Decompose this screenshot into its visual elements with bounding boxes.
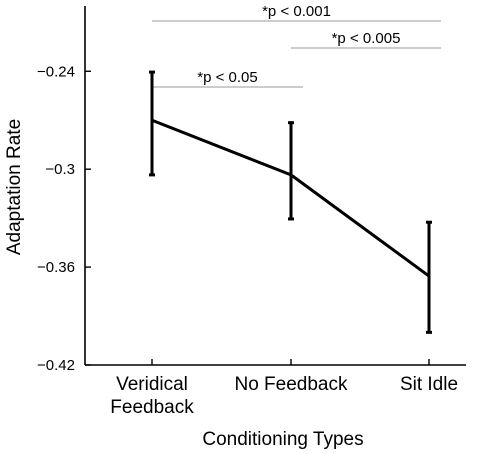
significance-label: *p < 0.05	[197, 69, 257, 86]
x-tick-label-line: Sit Idle	[400, 374, 458, 395]
series	[149, 70, 432, 334]
x-tick-label: Sit Idle	[400, 374, 458, 395]
x-tick-label: No Feedback	[234, 374, 348, 395]
axes	[84, 6, 466, 366]
x-tick-label-line: Feedback	[110, 397, 194, 418]
x-ticks: Veridical Feedback No Feedback Sit Idle	[110, 359, 458, 418]
y-ticks: −0.42 −0.36 −0.3 −0.24	[37, 63, 91, 374]
y-tick-label: −0.24	[37, 63, 75, 80]
significance-label: *p < 0.005	[332, 30, 401, 47]
x-tick-label-line: No Feedback	[234, 374, 348, 395]
y-tick-label: −0.42	[37, 357, 75, 374]
data-point	[150, 118, 154, 122]
significance-label: *p < 0.001	[262, 3, 331, 20]
x-axis-label: Conditioning Types	[202, 429, 363, 450]
y-axis-label: Adaptation Rate	[4, 119, 25, 255]
data-point	[289, 173, 293, 177]
significance-brackets: *p < 0.001*p < 0.005 *p < 0.05	[152, 3, 441, 88]
y-tick-label: −0.3	[45, 161, 75, 178]
y-tick-label: −0.36	[37, 259, 75, 276]
data-point	[427, 274, 431, 278]
x-tick-label-line: Veridical	[116, 374, 188, 395]
x-tick-label: Veridical Feedback	[110, 374, 194, 418]
